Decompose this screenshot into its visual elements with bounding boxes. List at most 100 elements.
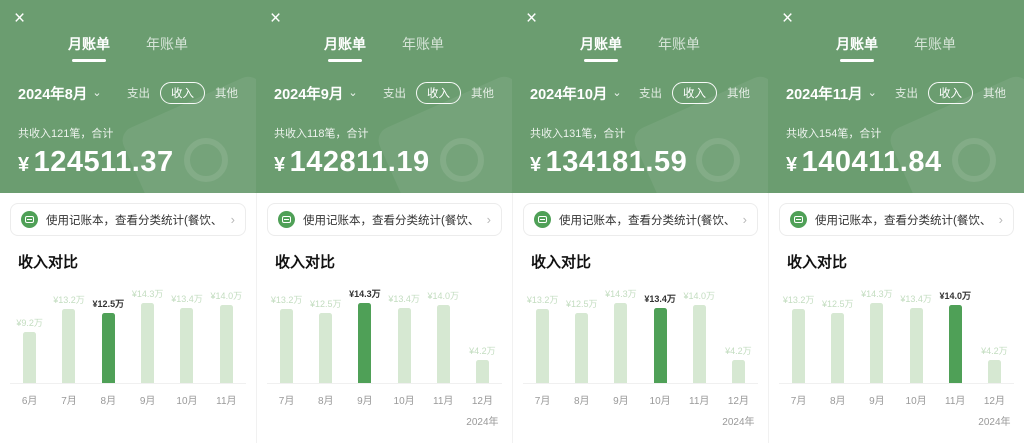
filter-expense[interactable]: 支出 <box>895 88 918 100</box>
filter-income[interactable]: 收入 <box>928 82 973 104</box>
tab-yearly-bill[interactable]: 年账单 <box>658 36 700 52</box>
bar-highlighted[interactable] <box>653 308 667 383</box>
bill-panel-september: × 月账单 年账单 2024年9月 ⌄ 支出 收入 其他 共收入1 <box>256 0 512 443</box>
filter-expense[interactable]: 支出 <box>383 88 406 100</box>
bar-highlighted[interactable] <box>101 313 115 383</box>
ledger-banner[interactable]: 使用记账本，查看分类统计(餐饮、交通等) › <box>267 203 502 236</box>
bar[interactable] <box>792 309 806 383</box>
bar[interactable] <box>280 309 294 383</box>
chart-bar-column[interactable]: ¥13.4万 <box>167 292 206 383</box>
x-axis-month-label: 7月 <box>61 396 77 407</box>
x-axis-month-label: 8月 <box>317 396 334 407</box>
chart-bar-column[interactable]: ¥13.4万 <box>641 292 680 383</box>
chart-bar-column[interactable]: ¥14.3万 <box>345 287 384 383</box>
x-axis-month-label: 10月 <box>649 396 671 407</box>
bar[interactable] <box>575 313 589 383</box>
section-title: 收入对比 <box>787 254 848 271</box>
bar-value-label: ¥4.2万 <box>469 346 496 356</box>
chevron-right-icon: › <box>230 212 235 227</box>
x-axis-month-label: 12月 2024年 <box>463 392 502 428</box>
bar[interactable] <box>692 305 706 383</box>
filter-expense[interactable]: 支出 <box>639 88 662 100</box>
bar-value-label: ¥14.0万 <box>210 291 243 301</box>
bill-tabs: 月账单 年账单 <box>530 0 750 62</box>
month-selector[interactable]: 2024年11月 ⌄ <box>786 83 877 104</box>
bar[interactable] <box>219 305 233 383</box>
filter-other[interactable]: 其他 <box>215 88 238 100</box>
filter-income[interactable]: 收入 <box>416 82 461 104</box>
bar[interactable] <box>614 303 628 383</box>
tab-yearly-bill[interactable]: 年账单 <box>146 36 188 52</box>
bar[interactable] <box>397 308 411 383</box>
month-selector[interactable]: 2024年9月 ⌄ <box>274 83 358 104</box>
bar[interactable] <box>475 360 489 383</box>
chart-bar-column[interactable]: ¥14.0万 <box>424 289 463 383</box>
bar[interactable] <box>141 303 155 383</box>
filter-expense[interactable]: 支出 <box>127 88 150 100</box>
bar[interactable] <box>870 303 884 383</box>
chart-bar-column[interactable]: ¥4.2万 <box>719 344 758 383</box>
chart-bar-column[interactable]: ¥4.2万 <box>463 344 502 383</box>
chart-bar-column[interactable]: ¥14.3万 <box>128 287 167 383</box>
month-selector[interactable]: 2024年8月 ⌄ <box>18 83 102 104</box>
bar[interactable] <box>319 313 333 383</box>
close-icon[interactable]: × <box>14 8 26 29</box>
bar[interactable] <box>909 308 923 383</box>
tab-yearly-bill[interactable]: 年账单 <box>914 36 956 52</box>
close-icon[interactable]: × <box>782 8 794 29</box>
month-selector[interactable]: 2024年10月 ⌄ <box>530 83 622 104</box>
bar[interactable] <box>536 309 550 383</box>
tab-monthly-bill[interactable]: 月账单 <box>324 34 366 62</box>
bar-value-label: ¥13.2万 <box>526 295 559 305</box>
chart-bar-column[interactable]: ¥12.5万 <box>818 297 857 383</box>
chart-bar-column[interactable]: ¥14.0万 <box>207 289 246 383</box>
chart-bar-column[interactable]: ¥13.4万 <box>897 292 936 383</box>
ledger-banner-text: 使用记账本，查看分类统计(餐饮、交通等) <box>46 214 223 227</box>
tab-monthly-bill[interactable]: 月账单 <box>836 34 878 62</box>
bar-highlighted[interactable] <box>948 305 962 383</box>
tab-monthly-bill[interactable]: 月账单 <box>580 34 622 62</box>
tab-monthly-bill[interactable]: 月账单 <box>68 34 110 62</box>
chart-bar-column[interactable]: ¥9.2万 <box>10 316 49 383</box>
ledger-banner[interactable]: 使用记账本，查看分类统计(餐饮、交通等) › <box>779 203 1014 236</box>
chart-bar-column[interactable]: ¥12.5万 <box>306 297 345 383</box>
tab-monthly-label: 月账单 <box>580 36 622 52</box>
bar[interactable] <box>987 360 1001 383</box>
chart-bar-column[interactable]: ¥13.2万 <box>49 293 88 383</box>
currency-symbol: ¥ <box>530 154 542 176</box>
chart-bar-column[interactable]: ¥14.0万 <box>936 289 975 383</box>
bar[interactable] <box>731 360 745 383</box>
chart-bar-column[interactable]: ¥13.2万 <box>523 293 562 383</box>
bar-highlighted[interactable] <box>358 303 372 383</box>
filter-income[interactable]: 收入 <box>160 82 205 104</box>
chart-bar-column[interactable]: ¥13.2万 <box>779 293 818 383</box>
chart-bar-column[interactable]: ¥13.2万 <box>267 293 306 383</box>
bar[interactable] <box>62 309 76 383</box>
ledger-banner[interactable]: 使用记账本，查看分类统计(餐饮、交通等) › <box>10 203 246 236</box>
chart-bar-column[interactable]: ¥14.3万 <box>601 287 640 383</box>
chart-bar-column[interactable]: ¥12.5万 <box>89 297 128 383</box>
close-icon[interactable]: × <box>270 8 282 29</box>
close-icon[interactable]: × <box>526 8 538 29</box>
ledger-banner[interactable]: 使用记账本，查看分类统计(餐饮、交通等) › <box>523 203 758 236</box>
bar[interactable] <box>831 313 845 383</box>
bar[interactable] <box>23 332 37 383</box>
bill-header: × 月账单 年账单 2024年9月 ⌄ 支出 收入 其他 共收入1 <box>256 0 512 193</box>
filter-other[interactable]: 其他 <box>983 88 1006 100</box>
filter-other[interactable]: 其他 <box>471 88 494 100</box>
bar-value-label: ¥12.5万 <box>92 299 125 309</box>
chart-bar-column[interactable]: ¥14.3万 <box>857 287 896 383</box>
filter-income[interactable]: 收入 <box>672 82 717 104</box>
chart-bar-column[interactable]: ¥4.2万 <box>975 344 1014 383</box>
tab-yearly-bill[interactable]: 年账单 <box>402 36 444 52</box>
x-axis-month-label: 10月 <box>176 396 198 407</box>
x-axis-month-label: 12月 2024年 <box>719 392 758 428</box>
bar-value-label: ¥13.4万 <box>900 294 932 304</box>
chart-bar-column[interactable]: ¥12.5万 <box>562 297 601 383</box>
chart-bar-column[interactable]: ¥14.0万 <box>680 289 719 383</box>
chart-section: 使用记账本，查看分类统计(餐饮、交通等) › 收入对比 ¥13.2万 ¥12.5万… <box>768 193 1024 443</box>
bar[interactable] <box>436 305 450 383</box>
chart-bar-column[interactable]: ¥13.4万 <box>385 292 424 383</box>
bar[interactable] <box>180 308 194 383</box>
filter-other[interactable]: 其他 <box>727 88 750 100</box>
